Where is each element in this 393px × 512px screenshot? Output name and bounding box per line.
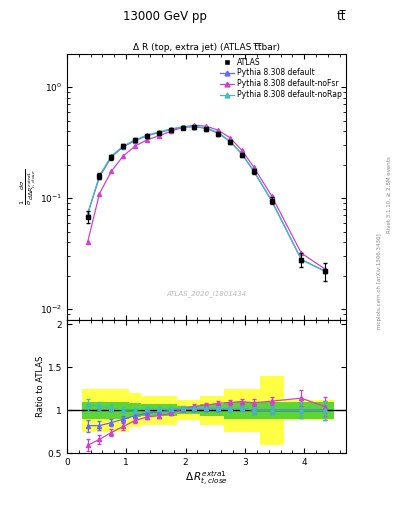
Legend: ATLAS, Pythia 8.308 default, Pythia 8.308 default-noFsr, Pythia 8.308 default-no: ATLAS, Pythia 8.308 default, Pythia 8.30…: [219, 56, 343, 101]
Text: 13000 GeV pp: 13000 GeV pp: [123, 10, 206, 23]
Text: Rivet 3.1.10, ≥ 2.8M events: Rivet 3.1.10, ≥ 2.8M events: [387, 156, 391, 233]
X-axis label: $\Delta\,R_{t,close}^{extra1}$: $\Delta\,R_{t,close}^{extra1}$: [185, 470, 228, 488]
Text: ATLAS_2020_I1801434: ATLAS_2020_I1801434: [166, 290, 246, 297]
Y-axis label: $\frac{1}{\sigma}\frac{d\sigma}{d\Delta R_{t,\,close}^{extra1}}$: $\frac{1}{\sigma}\frac{d\sigma}{d\Delta …: [18, 169, 37, 205]
Y-axis label: Ratio to ATLAS: Ratio to ATLAS: [36, 356, 45, 417]
Text: mcplots.cern.ch [arXiv:1306.3436]: mcplots.cern.ch [arXiv:1306.3436]: [377, 234, 382, 329]
Text: tt̅: tt̅: [336, 10, 346, 23]
Title: Δ R (top, extra jet) (ATLAS t̅t̅bar): Δ R (top, extra jet) (ATLAS t̅t̅bar): [133, 42, 280, 52]
